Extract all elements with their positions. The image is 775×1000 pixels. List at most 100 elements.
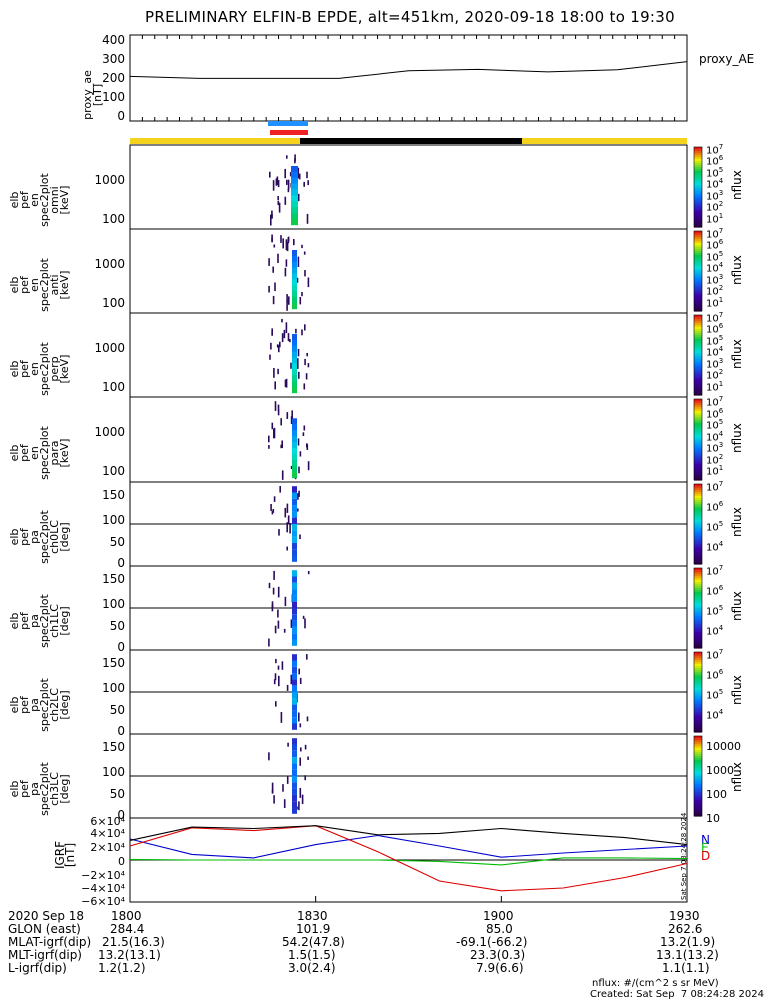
spectrogram-pixel-1 bbox=[268, 258, 270, 266]
colorbar-tick-label: 102 bbox=[706, 452, 724, 467]
colorbar-7 bbox=[694, 754, 702, 757]
spectrogram-pixel-0 bbox=[306, 213, 309, 224]
spectrogram-pixel-5 bbox=[272, 587, 275, 595]
colorbar-5 bbox=[694, 568, 702, 571]
spectrogram-core-2 bbox=[292, 369, 297, 376]
spectrogram-pixel-2 bbox=[304, 324, 306, 331]
spectrogram-core-6 bbox=[292, 679, 297, 686]
colorbar-4 bbox=[694, 546, 702, 549]
colorbar-6 bbox=[694, 680, 702, 683]
spectrogram-core-2 bbox=[292, 345, 297, 353]
colorbar-3 bbox=[694, 451, 702, 455]
colorbar-7 bbox=[694, 790, 702, 793]
colorbar-2 bbox=[694, 353, 702, 356]
colorbar-tick-label: 105 bbox=[706, 165, 724, 180]
colorbar-7 bbox=[694, 810, 702, 813]
colorbar-1 bbox=[694, 269, 702, 272]
spectrogram-pixel-1 bbox=[303, 251, 306, 255]
colorbar-5 bbox=[694, 634, 702, 637]
colorbar-7 bbox=[694, 770, 702, 773]
spectrogram-pixel-6 bbox=[277, 665, 280, 670]
colorbar-5 bbox=[694, 636, 702, 639]
spectrogram-core-4 bbox=[292, 517, 297, 524]
spectrogram-pixel-4 bbox=[284, 507, 287, 518]
igrf-tick-4e4: 4×10⁴ bbox=[90, 827, 125, 840]
colorbar-3 bbox=[694, 413, 702, 416]
spectrogram-pixel-2 bbox=[298, 371, 300, 379]
ch1-tick-100: 100 bbox=[102, 597, 125, 611]
colorbar-4 bbox=[694, 532, 702, 535]
colorbar-0 bbox=[694, 203, 702, 206]
igrf-legend-e: E bbox=[701, 841, 709, 855]
colorbar-tick-label: 107 bbox=[706, 227, 724, 241]
colorbar-3 bbox=[694, 417, 702, 420]
colorbar-4 bbox=[694, 508, 702, 511]
colorbar-1 bbox=[694, 279, 702, 282]
colorbar-0 bbox=[694, 187, 702, 190]
spectrogram-pixel-2 bbox=[270, 342, 272, 350]
spectrogram-core-5 bbox=[292, 639, 297, 646]
colorbar-5 bbox=[694, 612, 702, 615]
xtick-1800: 1800 bbox=[111, 909, 142, 923]
colorbar-0 bbox=[694, 175, 702, 178]
colorbar-5 bbox=[694, 626, 702, 629]
spectrogram-pixel-1 bbox=[301, 244, 303, 249]
spectrogram-pixel-0 bbox=[307, 180, 309, 186]
colorbar-5 bbox=[694, 582, 702, 585]
colorbar-0 bbox=[694, 185, 702, 188]
eph-3-2: 23.3(0.3) bbox=[470, 948, 526, 962]
colorbar-tick-label: 103 bbox=[706, 272, 724, 287]
colorbar-6 bbox=[694, 688, 702, 691]
colorbar-6 bbox=[694, 710, 702, 713]
colorbar-0 bbox=[694, 199, 702, 202]
spectrogram-pixel-0 bbox=[294, 154, 296, 162]
colorbar-6 bbox=[694, 676, 702, 679]
eph-label-2: MLAT-igrf(dip) bbox=[8, 935, 92, 949]
figure-title: PRELIMINARY ELFIN-B EPDE, alt=451km, 202… bbox=[145, 8, 675, 26]
proxy-ae-frame bbox=[129, 34, 688, 122]
colorbar-0 bbox=[694, 181, 702, 184]
spectrogram-pixel-0 bbox=[277, 180, 280, 188]
eph-label-3: MLT-igrf(dip) bbox=[8, 948, 82, 962]
spectrogram-pixel-2 bbox=[278, 345, 280, 353]
spectrogram-pixel-7 bbox=[287, 742, 289, 747]
perp-tick-1000: 1000 bbox=[94, 341, 125, 355]
panel-frame-3 bbox=[129, 396, 688, 483]
spectrogram-core-1 bbox=[292, 267, 297, 274]
spectrogram-core-0 bbox=[291, 201, 298, 208]
ch1-tick-0: 0 bbox=[117, 640, 125, 654]
spectrogram-core-5 bbox=[292, 633, 297, 640]
spectrogram-core-6 bbox=[292, 692, 297, 699]
spectrogram-core-1 bbox=[292, 261, 297, 269]
spectrogram-pixel-0 bbox=[286, 155, 288, 159]
colorbar-2 bbox=[694, 333, 702, 336]
eph-3-3: 13.1(13.2) bbox=[656, 948, 719, 962]
spectrogram-pixel-4 bbox=[286, 503, 289, 513]
colorbar-2 bbox=[694, 317, 702, 320]
spectrogram-core-2 bbox=[292, 363, 297, 370]
colorbar-tick-label: 106 bbox=[706, 584, 724, 598]
spectrogram-core-3 bbox=[292, 442, 297, 449]
spectrogram-pixel-0 bbox=[306, 171, 308, 179]
colorbar-1 bbox=[694, 309, 702, 312]
spectrogram-pixel-5 bbox=[277, 609, 279, 618]
spectrogram-pixel-5 bbox=[268, 638, 270, 647]
proxy-ae-tick-0: 0 bbox=[117, 109, 125, 123]
eph-1-3: 262.6 bbox=[668, 922, 703, 936]
igrf-tick-m6e4: −6×10⁴ bbox=[81, 895, 125, 908]
colorbar-0 bbox=[694, 183, 702, 186]
spectrogram-core-1 bbox=[292, 279, 297, 286]
colorbar-5 bbox=[694, 602, 702, 605]
colorbar-6 bbox=[694, 662, 702, 665]
colorbar-2 bbox=[694, 323, 702, 326]
colorbar-0 bbox=[694, 169, 702, 172]
colorbar-7 bbox=[694, 750, 702, 753]
spectrogram-pixel-5 bbox=[302, 615, 305, 619]
spectrogram-pixel-1 bbox=[272, 295, 275, 305]
colorbar-1 bbox=[694, 287, 702, 290]
colorbar-3 bbox=[694, 471, 702, 475]
colorbar-tick-label: 106 bbox=[706, 668, 724, 682]
colorbar-3 bbox=[694, 421, 702, 424]
colorbar-4 bbox=[694, 512, 702, 515]
spectrogram-pixel-7 bbox=[307, 756, 309, 760]
